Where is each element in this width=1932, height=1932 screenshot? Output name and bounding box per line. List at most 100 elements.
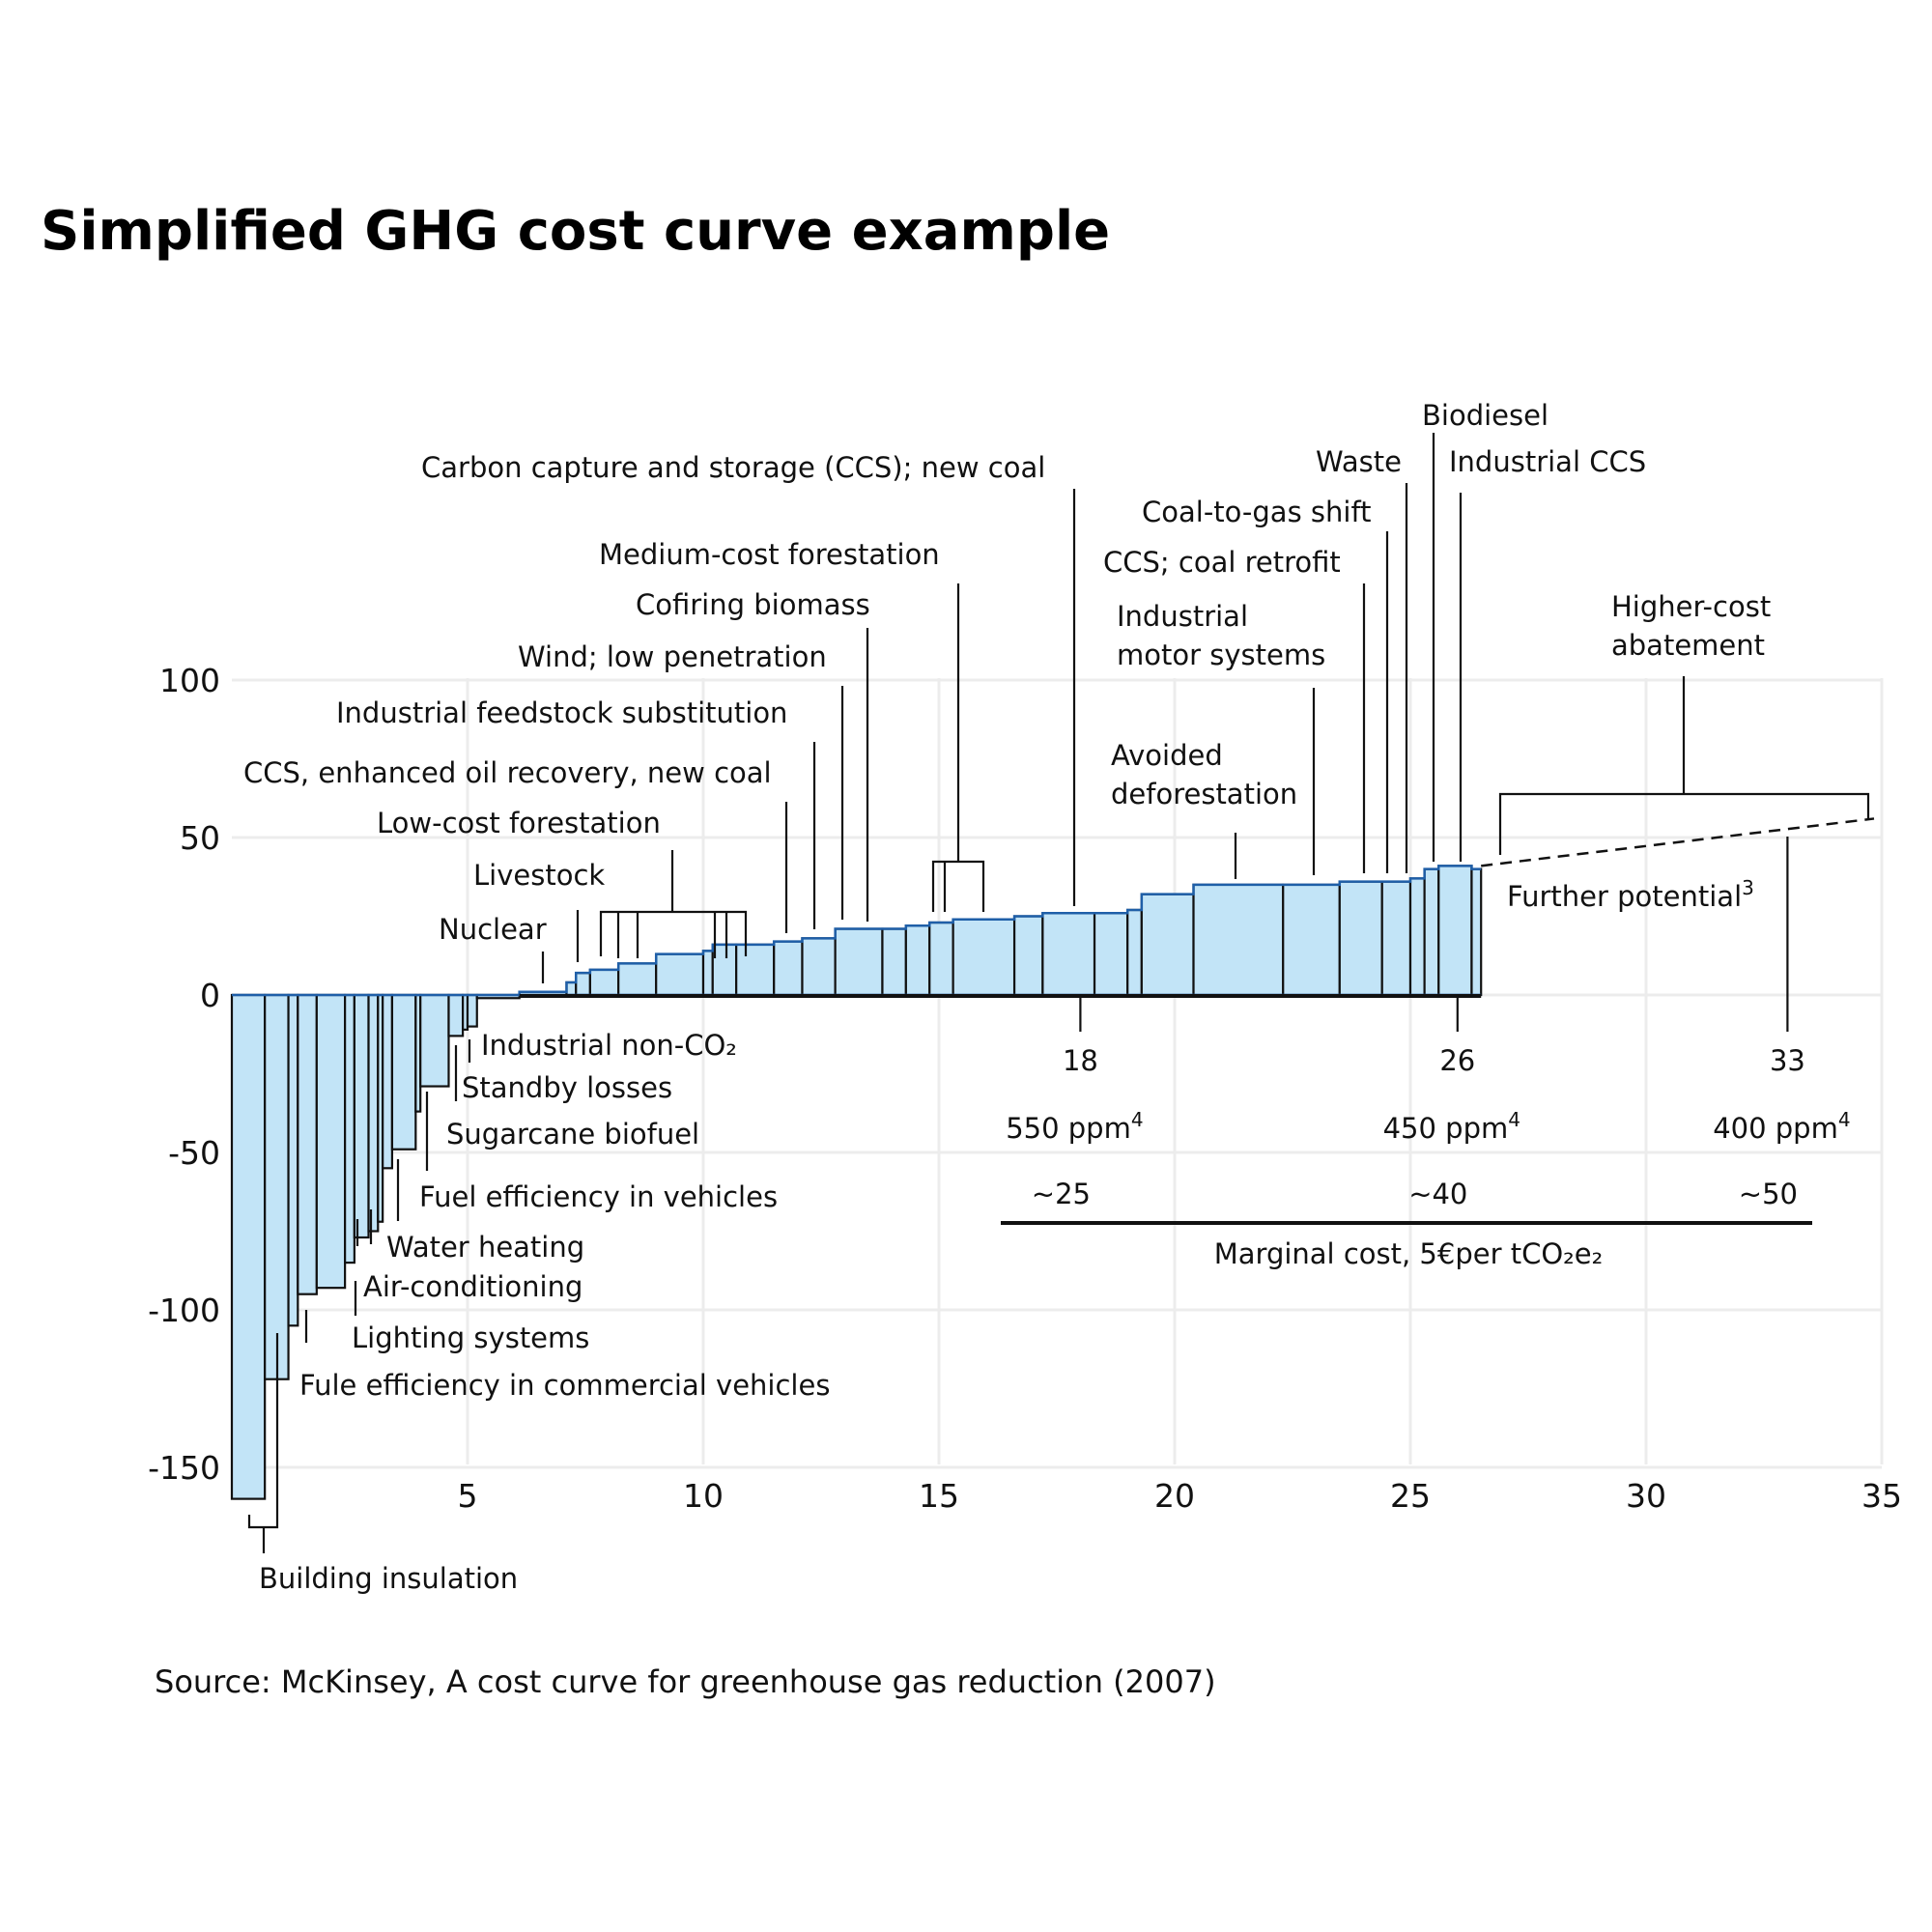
label-standby: Standby losses	[462, 1071, 672, 1104]
cost-bar	[952, 918, 1016, 997]
label-medium-forestation: Medium-cost forestation	[599, 538, 940, 571]
label-industrial-feedstock: Industrial feedstock substitution	[336, 696, 787, 729]
label-avoided-deforestation-1: Avoided	[1111, 739, 1223, 772]
marginal-cost-label: Marginal cost, 5€per tCO₂e₂	[1214, 1237, 1604, 1270]
cost-bar	[904, 924, 931, 997]
cost-bar	[711, 943, 738, 997]
further-potential-label: Further potential3	[1507, 876, 1754, 913]
scenario-cost-label: ~40	[1408, 1178, 1467, 1210]
cost-bar	[1470, 867, 1483, 997]
label-wind: Wind; low penetration	[518, 640, 827, 673]
further-potential-line	[1481, 817, 1875, 867]
x-tick-label: 10	[683, 1477, 724, 1515]
cost-bar	[287, 993, 299, 1327]
y-tick-label: 0	[200, 977, 220, 1014]
x-tick-label: 30	[1626, 1477, 1666, 1515]
cost-bar	[382, 993, 394, 1170]
ticks-layer: 100 50 0 -50 -100 -150 5 10 15 20 25 30 35	[148, 662, 1902, 1515]
cost-bar	[1437, 865, 1473, 997]
label-industrial-nonco2: Industrial non-CO₂	[481, 1029, 737, 1062]
label-industrial-motor-2: motor systems	[1117, 639, 1325, 671]
leader-medium-forestation	[931, 860, 985, 912]
cost-bar	[1423, 867, 1440, 997]
label-sugarcane: Sugarcane biofuel	[446, 1118, 699, 1151]
label-air-conditioning: Air-conditioning	[363, 1270, 582, 1303]
cost-bar	[928, 921, 954, 997]
cost-bar	[1192, 883, 1285, 997]
x-tick-label: 20	[1154, 1477, 1195, 1515]
cost-bar	[344, 993, 355, 1264]
curve-outline	[518, 865, 1482, 995]
scenario-ppm-label: 450 ppm4	[1383, 1108, 1520, 1145]
cost-bar	[701, 950, 714, 997]
label-lighting: Lighting systems	[352, 1321, 589, 1354]
label-industrial-motor-1: Industrial	[1117, 600, 1248, 633]
label-coal-to-gas: Coal-to-gas shift	[1142, 496, 1372, 528]
cost-bar	[773, 940, 804, 997]
label-higher-cost-1: Higher-cost	[1611, 590, 1771, 623]
label-ccs-new-coal: Carbon capture and storage (CCS); new co…	[421, 451, 1045, 484]
x-tick-label: 35	[1861, 1477, 1902, 1515]
cost-bar	[315, 993, 347, 1290]
cost-bar	[1338, 880, 1383, 997]
y-tick-label: 50	[180, 819, 220, 857]
scenario-ppm-label-superscript: 4	[1838, 1108, 1851, 1131]
label-fuel-vehicles: Fuel efficiency in vehicles	[419, 1180, 778, 1213]
bars-layer	[230, 865, 1483, 1500]
scenario-x-label: 26	[1439, 1044, 1475, 1077]
label-cofiring: Cofiring biomass	[636, 588, 870, 621]
label-industrial-ccs: Industrial CCS	[1449, 445, 1646, 478]
leaders-layer	[247, 433, 1875, 1553]
label-biodiesel: Biodiesel	[1422, 399, 1548, 432]
cost-bar	[1126, 908, 1143, 997]
cost-bar	[353, 993, 370, 1239]
cost-bar	[1041, 912, 1096, 997]
label-low-cost-forestation: Low-cost forestation	[377, 807, 661, 839]
cost-bar	[1140, 893, 1195, 997]
cost-bar	[1012, 915, 1044, 997]
label-higher-cost-2: abatement	[1611, 629, 1765, 662]
cost-bar	[466, 993, 478, 1028]
x-tick-label: 15	[919, 1477, 959, 1515]
cost-bar	[575, 972, 591, 997]
label-fuel-commercial: Fule efficiency in commercial vehicles	[299, 1369, 830, 1402]
source-note: Source: McKinsey, A cost curve for green…	[155, 1663, 1216, 1700]
label-ccs-retrofit: CCS; coal retrofit	[1103, 546, 1341, 579]
x-tick-label: 5	[458, 1477, 478, 1515]
further-potential-label-superscript: 3	[1742, 876, 1754, 899]
cost-bar	[881, 927, 907, 997]
cost-bar	[367, 993, 380, 1233]
label-waste: Waste	[1316, 445, 1402, 478]
cost-bar	[655, 952, 705, 997]
y-tick-label: -150	[148, 1449, 220, 1487]
labels-layer: Further potential3 Building insulation Ful…	[243, 399, 1851, 1595]
scenario-x-label: 18	[1063, 1044, 1098, 1077]
label-nuclear: Nuclear	[439, 913, 547, 946]
cost-bar	[834, 927, 884, 997]
cost-bar	[617, 962, 658, 997]
scenario-cost-label: ~50	[1739, 1178, 1798, 1210]
label-water-heating: Water heating	[386, 1231, 584, 1264]
scenario-ppm-label: 550 ppm4	[1006, 1108, 1143, 1145]
cost-bar	[1380, 880, 1412, 997]
cost-bar	[565, 980, 578, 997]
y-tick-label: 100	[159, 662, 220, 699]
cost-bar	[588, 968, 620, 997]
cost-bar	[447, 993, 465, 1037]
leader-higher-cost	[1498, 792, 1870, 855]
scenario-ppm-label-superscript: 4	[1508, 1108, 1520, 1131]
label-avoided-deforestation-2: deforestation	[1111, 778, 1297, 810]
cost-bar	[230, 993, 267, 1500]
cost-bar	[735, 943, 776, 997]
cost-bar	[264, 993, 290, 1380]
label-ccs-eor: CCS, enhanced oil recovery, new coal	[243, 756, 772, 789]
cost-bar	[1282, 883, 1341, 997]
cost-bar	[419, 993, 450, 1088]
cost-bar	[801, 937, 837, 997]
scenario-ppm-label-superscript: 4	[1131, 1108, 1144, 1131]
scenario-cost-label: ~25	[1032, 1178, 1091, 1210]
y-tick-label: -100	[148, 1292, 220, 1329]
cost-bar	[297, 993, 318, 1295]
scenario-ppm-label: 400 ppm4	[1713, 1108, 1850, 1145]
